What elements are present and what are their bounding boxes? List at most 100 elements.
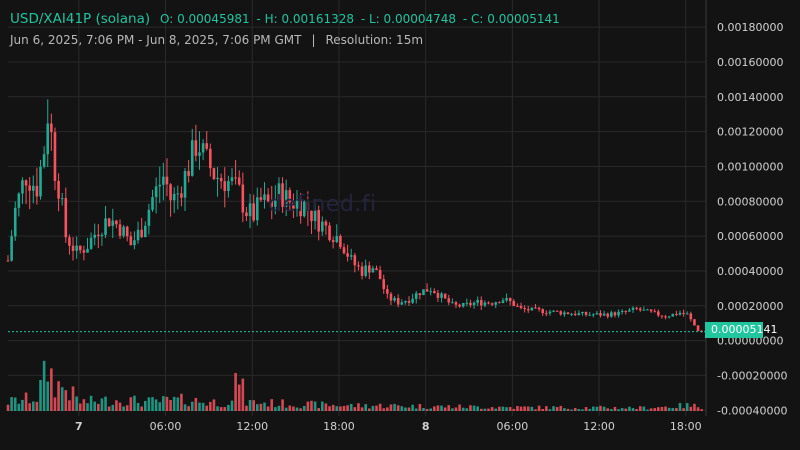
candle-body: [151, 197, 154, 210]
candle-body: [136, 229, 140, 241]
candle-body: [638, 308, 642, 311]
volume-bar: [39, 380, 42, 411]
volume-bar: [21, 399, 24, 411]
volume-bar: [386, 407, 389, 411]
volume-bar: [541, 409, 544, 411]
candle-body: [696, 325, 700, 331]
candle-body: [274, 199, 277, 207]
candle-body: [693, 319, 696, 326]
candle-body: [476, 299, 479, 303]
symbol-title[interactable]: USD/XAI41P (solana): [10, 11, 151, 27]
candle-body: [537, 307, 541, 310]
last-price-label: 0.00005141: [705, 322, 777, 338]
candle-body: [526, 309, 530, 311]
volume-bar: [523, 406, 526, 411]
close-value: C: 0.00005141: [471, 12, 560, 26]
candle-body: [407, 300, 411, 303]
candle-body: [68, 237, 71, 246]
candle-body: [302, 201, 306, 217]
candle-body: [198, 152, 201, 156]
volume-bar: [469, 405, 472, 411]
volume-bar: [498, 406, 501, 411]
candle-body: [310, 210, 313, 222]
candle-body: [414, 293, 418, 299]
volume-bar: [555, 407, 559, 411]
candle-body: [295, 200, 299, 209]
volume-bar: [295, 407, 299, 411]
candle-body: [469, 302, 472, 306]
candle-body: [375, 268, 378, 270]
candle-body: [147, 209, 151, 226]
candle-body: [89, 237, 93, 249]
candle-body: [682, 312, 685, 314]
volume-bar: [588, 408, 591, 411]
candle-body: [465, 302, 469, 304]
volume-bar: [140, 406, 143, 411]
volume-bar: [378, 403, 382, 411]
volume-bar: [245, 405, 248, 411]
volume-bar: [321, 401, 324, 411]
volume-bar: [635, 409, 638, 411]
candle-body: [277, 183, 281, 200]
y-tick-label: 0.00140000: [717, 91, 783, 104]
volume-bar: [349, 403, 353, 411]
candle-body: [483, 302, 487, 306]
y-tick-label: 0.00180000: [717, 21, 783, 34]
volume-bar: [169, 400, 172, 411]
candle-body: [418, 293, 422, 296]
volume-bar: [136, 402, 140, 411]
candle-body: [433, 291, 436, 294]
volume-bar: [671, 407, 675, 411]
candle-body: [577, 313, 581, 315]
volume-bar: [266, 406, 270, 411]
resolution-label[interactable]: Resolution: 15m: [325, 33, 424, 47]
candle-body: [657, 311, 660, 316]
volume-bar: [270, 399, 274, 411]
y-tick-label: 0.00160000: [717, 56, 783, 69]
volume-bars: [6, 360, 703, 411]
candle-body: [443, 293, 447, 299]
candle-body: [201, 143, 205, 153]
y-tick-label: 0.00020000: [717, 300, 783, 313]
volume-bar: [190, 401, 194, 411]
candle-body: [162, 176, 165, 185]
volume-bar: [24, 392, 28, 411]
volume-bar: [64, 390, 68, 411]
high-value: H: 0.00161328: [264, 12, 354, 26]
volume-bar: [274, 407, 277, 411]
candle-body: [57, 180, 60, 199]
x-tick-label: 18:00: [323, 420, 355, 433]
candle-body: [281, 183, 284, 207]
candle-body: [190, 140, 194, 176]
volume-bar: [165, 396, 169, 411]
volume-bar: [118, 402, 122, 411]
volume-bar: [389, 404, 393, 411]
candle-body: [172, 193, 176, 201]
x-tick-label: 8: [422, 420, 430, 433]
candle-body: [46, 123, 50, 155]
candle-body: [259, 197, 263, 200]
candle-body: [566, 312, 570, 315]
volume-bar: [317, 408, 321, 411]
candle-body: [194, 140, 198, 156]
volume-bar: [667, 407, 671, 411]
candle-body: [591, 314, 595, 316]
volume-bar: [700, 409, 703, 411]
volume-bar: [10, 397, 13, 411]
candle-body: [620, 310, 624, 312]
candle-body: [508, 298, 512, 302]
volume-bar: [339, 406, 342, 411]
volume-bar: [28, 403, 31, 411]
volume-bar: [205, 405, 209, 411]
volume-bar: [342, 405, 346, 411]
x-tick-label: 18:00: [670, 420, 702, 433]
volume-bar: [252, 400, 255, 411]
volume-bar: [396, 405, 400, 411]
candle-body: [17, 193, 21, 208]
volume-bar: [162, 396, 165, 411]
volume-bar: [537, 405, 541, 411]
candle-body: [386, 289, 389, 294]
candle-body: [382, 279, 386, 290]
candle-body: [584, 311, 588, 315]
